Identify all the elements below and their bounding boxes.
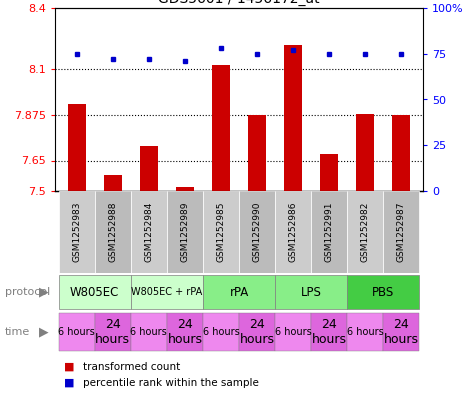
Bar bbox=[275, 191, 311, 273]
Text: GSM1252988: GSM1252988 bbox=[108, 202, 117, 262]
Text: 6 hours: 6 hours bbox=[58, 327, 95, 337]
Text: ▶: ▶ bbox=[39, 325, 48, 338]
Text: GSM1252982: GSM1252982 bbox=[361, 202, 370, 262]
Text: LPS: LPS bbox=[301, 285, 322, 299]
Text: 24
hours: 24 hours bbox=[384, 318, 419, 346]
Bar bbox=[275, 313, 311, 351]
Bar bbox=[131, 313, 167, 351]
Text: GSM1252986: GSM1252986 bbox=[289, 202, 298, 262]
Bar bbox=[203, 313, 239, 351]
Text: GSM1252987: GSM1252987 bbox=[397, 202, 406, 262]
Text: ▶: ▶ bbox=[39, 285, 48, 299]
Bar bbox=[239, 313, 275, 351]
Title: GDS5601 / 1456172_at: GDS5601 / 1456172_at bbox=[158, 0, 320, 6]
Bar bbox=[203, 191, 239, 273]
Text: GSM1252984: GSM1252984 bbox=[144, 202, 153, 262]
Bar bbox=[356, 114, 374, 191]
Bar bbox=[239, 191, 275, 273]
Text: GSM1252985: GSM1252985 bbox=[217, 202, 226, 262]
Bar bbox=[347, 313, 383, 351]
Text: W805EC: W805EC bbox=[70, 285, 120, 299]
Text: ■: ■ bbox=[64, 378, 75, 388]
Bar bbox=[311, 191, 347, 273]
Bar bbox=[59, 313, 95, 351]
Bar bbox=[383, 191, 419, 273]
Bar bbox=[311, 313, 347, 351]
Text: 24
hours: 24 hours bbox=[95, 318, 130, 346]
Text: ■: ■ bbox=[64, 362, 75, 372]
Text: protocol: protocol bbox=[5, 287, 50, 297]
Bar bbox=[167, 191, 203, 273]
Text: 24
hours: 24 hours bbox=[312, 318, 347, 346]
Bar bbox=[140, 146, 158, 191]
Bar bbox=[131, 191, 167, 273]
Text: 24
hours: 24 hours bbox=[167, 318, 202, 346]
Text: 24
hours: 24 hours bbox=[239, 318, 274, 346]
Text: PBS: PBS bbox=[372, 285, 394, 299]
Text: GSM1252989: GSM1252989 bbox=[180, 202, 189, 262]
Bar bbox=[284, 44, 302, 191]
Text: W805EC + rPA: W805EC + rPA bbox=[131, 287, 202, 297]
Text: percentile rank within the sample: percentile rank within the sample bbox=[83, 378, 259, 388]
Bar bbox=[275, 275, 347, 309]
Text: 6 hours: 6 hours bbox=[275, 327, 312, 337]
Text: time: time bbox=[5, 327, 30, 337]
Text: 6 hours: 6 hours bbox=[203, 327, 239, 337]
Bar bbox=[95, 191, 131, 273]
Bar bbox=[67, 104, 86, 191]
Bar bbox=[59, 191, 95, 273]
Text: GSM1252990: GSM1252990 bbox=[252, 202, 261, 262]
Bar bbox=[59, 275, 131, 309]
Text: 6 hours: 6 hours bbox=[130, 327, 167, 337]
Bar bbox=[167, 313, 203, 351]
Bar bbox=[131, 275, 203, 309]
Bar bbox=[176, 187, 194, 191]
Text: rPA: rPA bbox=[229, 285, 249, 299]
Bar bbox=[104, 175, 122, 191]
Bar bbox=[95, 313, 131, 351]
Bar bbox=[212, 65, 230, 191]
Bar bbox=[347, 191, 383, 273]
Text: transformed count: transformed count bbox=[83, 362, 180, 372]
Text: 6 hours: 6 hours bbox=[347, 327, 384, 337]
Bar bbox=[320, 154, 338, 191]
Bar bbox=[203, 275, 275, 309]
Bar bbox=[248, 115, 266, 191]
Text: GSM1252983: GSM1252983 bbox=[72, 202, 81, 262]
Bar bbox=[383, 313, 419, 351]
Bar bbox=[347, 275, 419, 309]
Text: GSM1252991: GSM1252991 bbox=[325, 202, 334, 262]
Bar bbox=[392, 115, 411, 191]
